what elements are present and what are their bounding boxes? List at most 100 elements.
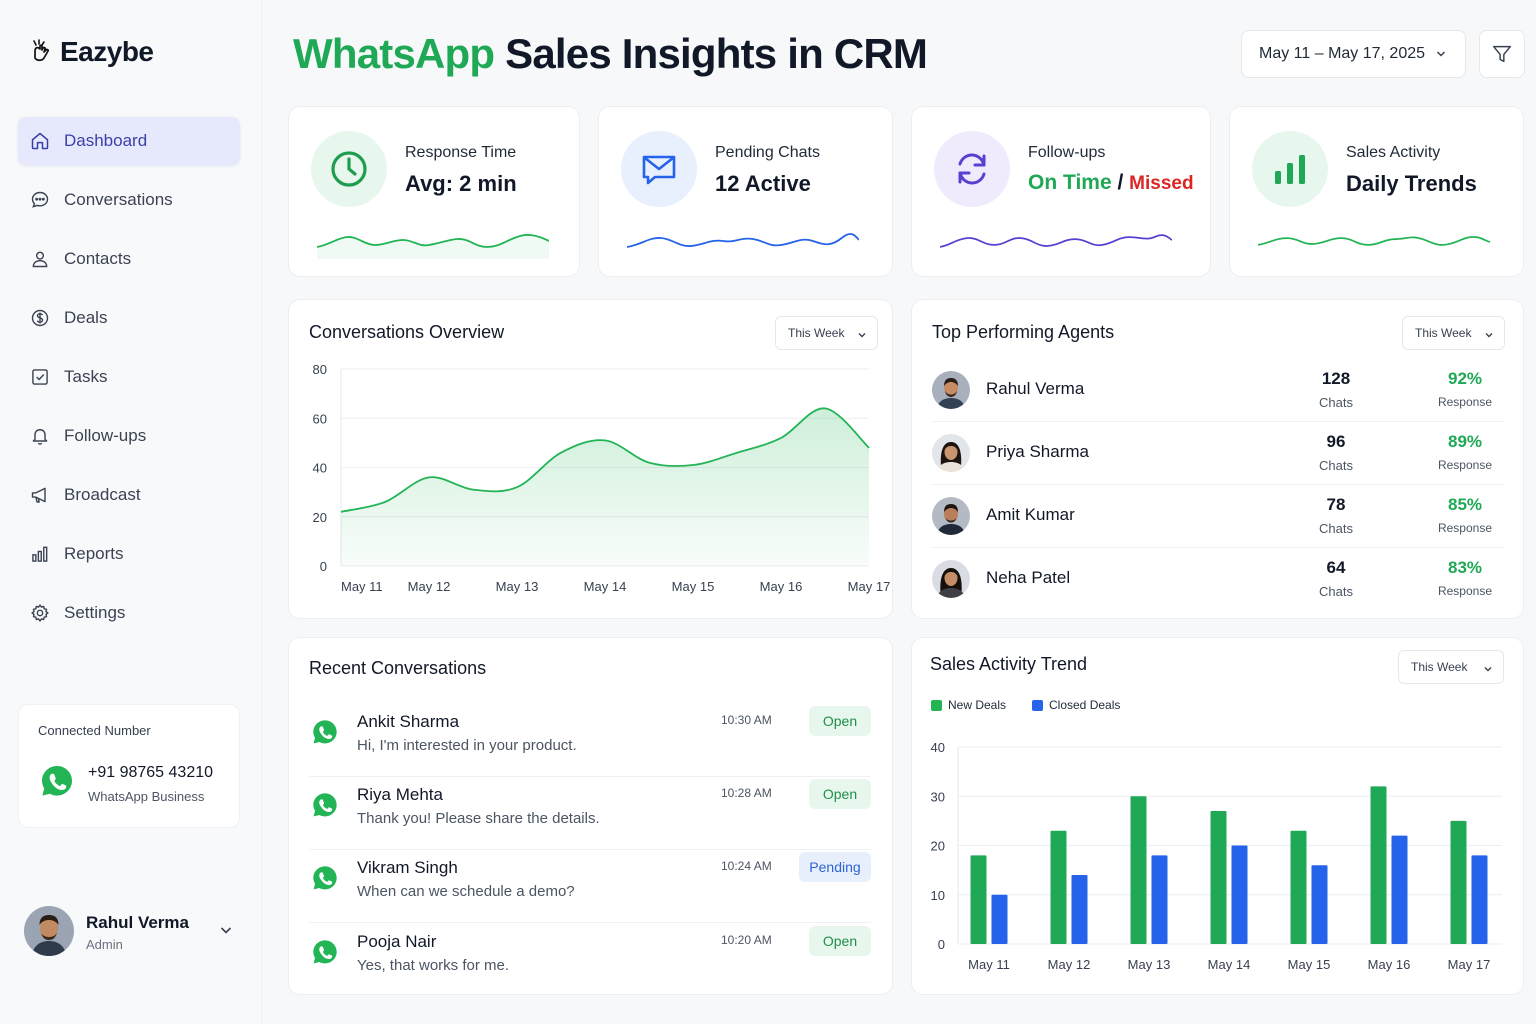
- home-icon: [31, 132, 49, 150]
- kpi-card-response-time[interactable]: Response Time Avg: 2 min: [288, 106, 580, 277]
- sidebar-item-tasks[interactable]: Tasks: [18, 353, 240, 401]
- kpi-value: Avg: 2 min: [405, 171, 517, 196]
- conversation-row[interactable]: Riya Mehta Thank you! Please share the d…: [309, 777, 871, 850]
- agent-name: Rahul Verma: [986, 379, 1085, 398]
- conversations-overview-panel: Conversations Overview This Week 0 20 40 60…: [288, 299, 893, 619]
- sidebar-item-label: Tasks: [64, 367, 108, 386]
- sidebar-item-label: Settings: [64, 603, 126, 622]
- agent-row[interactable]: Amit Kumar 78 Chats 85% Response: [932, 485, 1504, 548]
- bar-closed-deals: [1311, 865, 1328, 944]
- panel-title: Recent Conversations: [309, 658, 487, 678]
- sparkline-follow-ups: [940, 234, 1172, 248]
- avatar: [932, 560, 970, 598]
- bar-closed-deals: [1471, 855, 1488, 944]
- user-icon: [32, 251, 48, 268]
- agent-row[interactable]: Rahul Verma 128 Chats 92% Response: [932, 359, 1504, 422]
- kpi-label: Response Time: [405, 144, 517, 161]
- bar-chart-icon: [32, 546, 48, 562]
- agent-response-rate: 83%: [1447, 558, 1483, 577]
- connected-number-type: WhatsApp Business: [88, 789, 205, 804]
- sidebar-item-conversations[interactable]: Conversations: [18, 176, 240, 224]
- sidebar: Eazybe Dashboard Conversations Contacts …: [0, 0, 262, 1024]
- x-tick-label: May 15: [1288, 957, 1331, 972]
- user-name: Rahul Verma: [86, 913, 189, 932]
- kpi-card-follow-ups[interactable]: Follow-ups On Time / Missed: [911, 106, 1211, 277]
- brand-name: Eazybe: [60, 36, 154, 67]
- legend-label: New Deals: [948, 698, 1007, 712]
- agent-response-label: Response: [1437, 584, 1493, 598]
- kpi-icon-wrap: [1252, 131, 1328, 207]
- period-select-value: This Week: [1411, 660, 1468, 674]
- sidebar-item-deals[interactable]: Deals: [18, 294, 240, 342]
- bar-new-deals: [1290, 830, 1307, 944]
- y-tick-label: 20: [313, 510, 327, 525]
- kpi-card-sales-activity[interactable]: Sales Activity Daily Trends: [1229, 106, 1524, 277]
- bar-new-deals: [1210, 811, 1227, 944]
- sidebar-item-contacts[interactable]: Contacts: [18, 235, 240, 283]
- chevron-down-icon: [1484, 667, 1492, 672]
- period-select[interactable]: This Week: [775, 316, 878, 350]
- avatar: [932, 434, 970, 472]
- agent-chats-count: 78: [1326, 495, 1346, 514]
- conversations-area-chart: 0 20 40 60 80 May 11 May 12 May 13 May 14 May 15 M…: [313, 362, 891, 594]
- x-tick-label: May 13: [496, 579, 539, 594]
- bar-new-deals: [1450, 820, 1467, 944]
- date-range-picker[interactable]: May 11 – May 17, 2025: [1241, 30, 1466, 78]
- conversation-preview: Hi, I'm interested in your product.: [357, 737, 577, 754]
- x-tick-label: May 14: [584, 579, 627, 594]
- y-tick-label: 0: [938, 937, 945, 952]
- bar-new-deals: [1130, 796, 1147, 944]
- sidebar-item-settings[interactable]: Settings: [18, 589, 240, 637]
- kpi-label: Follow-ups: [1028, 144, 1106, 161]
- y-tick-label: 80: [313, 362, 327, 377]
- date-range-label: May 11 – May 17, 2025: [1259, 45, 1426, 62]
- agent-response-label: Response: [1437, 521, 1493, 535]
- agent-response-label: Response: [1437, 395, 1493, 409]
- avatar: [24, 906, 74, 956]
- bar-new-deals: [1050, 830, 1067, 944]
- conversation-contact-name: Pooja Nair: [357, 932, 437, 951]
- conversation-time: 10:20 AM: [721, 933, 772, 947]
- conversation-row[interactable]: Ankit Sharma Hi, I'm interested in your …: [309, 704, 871, 777]
- bell-icon: [32, 429, 48, 445]
- whatsapp-icon: [313, 866, 337, 890]
- x-tick-label: May 16: [1368, 957, 1411, 972]
- period-select[interactable]: This Week: [1398, 650, 1504, 684]
- sidebar-item-label: Dashboard: [64, 131, 148, 150]
- filter-button[interactable]: [1479, 30, 1525, 78]
- sidebar-item-broadcast[interactable]: Broadcast: [18, 471, 240, 519]
- x-tick-label: May 11: [968, 957, 1010, 972]
- conversation-contact-name: Vikram Singh: [357, 858, 458, 877]
- sidebar-item-reports[interactable]: Reports: [18, 530, 240, 578]
- status-badge: Open: [809, 926, 871, 956]
- panel-title: Conversations Overview: [309, 322, 505, 342]
- legend-label: Closed Deals: [1049, 698, 1121, 712]
- sidebar-item-dashboard[interactable]: Dashboard: [18, 117, 240, 165]
- whatsapp-icon: [313, 720, 337, 744]
- x-tick-label: May 13: [1128, 957, 1171, 972]
- brand-logo[interactable]: Eazybe: [30, 36, 154, 68]
- conversation-row[interactable]: Vikram Singh When can we schedule a demo…: [309, 850, 871, 923]
- agent-row[interactable]: Priya Sharma 96 Chats 89% Response: [932, 422, 1504, 485]
- chevron-down-icon[interactable]: [218, 922, 234, 938]
- bar-closed-deals: [991, 894, 1008, 944]
- top-agents-panel: Top Performing Agents This Week Rahul Ve…: [911, 299, 1524, 619]
- sidebar-item-followups[interactable]: Follow-ups: [18, 412, 240, 460]
- follow-ups-separator: /: [1111, 171, 1130, 194]
- sparkline-sales: [1258, 236, 1490, 246]
- period-select-value: This Week: [788, 326, 845, 340]
- conversation-row[interactable]: Pooja Nair Yes, that works for me. 10:20…: [309, 924, 871, 997]
- agent-row[interactable]: Neha Patel 64 Chats 83% Response: [932, 548, 1504, 611]
- x-tick-label: May 17: [848, 579, 891, 594]
- user-profile[interactable]: Rahul Verma Admin: [24, 906, 238, 956]
- follow-ups-missed: Missed: [1129, 173, 1194, 194]
- whatsapp-icon: [313, 793, 337, 817]
- kpi-label: Sales Activity: [1346, 144, 1441, 161]
- kpi-card-pending-chats[interactable]: Pending Chats 12 Active: [598, 106, 893, 277]
- status-badge: Pending: [799, 852, 871, 882]
- megaphone-icon: [31, 487, 46, 503]
- avatar: [932, 371, 970, 409]
- series-line: [340, 407, 870, 513]
- conversation-time: 10:24 AM: [721, 859, 772, 873]
- period-select[interactable]: This Week: [1402, 316, 1505, 350]
